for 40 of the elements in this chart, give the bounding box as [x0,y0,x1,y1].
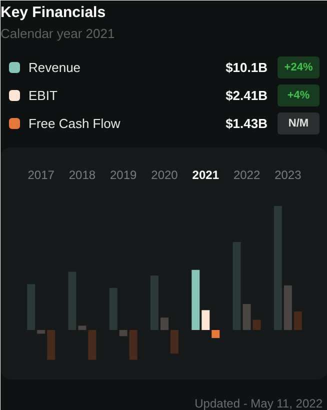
bar [88,330,96,360]
bar [202,310,210,330]
bar [78,326,86,330]
bar [119,330,128,336]
bar [37,330,46,334]
x-tick-label: 2020 [151,168,178,182]
text: $1.43B [226,116,268,131]
bar [109,288,118,330]
x-tick-label: 2023 [274,168,302,182]
x-tick-label: 2018 [68,168,96,182]
legend-label: EBIT [28,88,58,103]
bar [170,330,178,354]
legend-label: Revenue [28,60,81,75]
chart-title: Key Financials [0,4,106,21]
chart-subtitle: Calendar year 2021 [0,26,115,41]
bar [192,270,200,330]
bar [150,275,158,330]
text: $10.1B [226,60,268,75]
x-tick-label: 2019 [110,168,138,182]
bar [129,330,138,360]
bar [47,330,56,360]
x-tick-label: 2021 [192,168,220,182]
bar [294,311,302,330]
bar [274,206,282,330]
text: Updated - May 11, 2022 [194,396,323,410]
text: +4% [287,90,310,102]
bar [242,304,251,330]
bar [252,320,261,330]
x-tick-label: 2022 [233,168,260,182]
bar [284,285,292,330]
x-tick-label: 2017 [28,168,55,182]
legend-label: Free Cash Flow [28,116,121,131]
bar [160,318,168,330]
bar [68,272,76,330]
bar [212,330,220,338]
text: $2.41B [226,88,268,103]
bar [27,284,36,330]
text: +24% [284,62,313,74]
bar [232,242,241,330]
text: N/M [288,118,309,130]
